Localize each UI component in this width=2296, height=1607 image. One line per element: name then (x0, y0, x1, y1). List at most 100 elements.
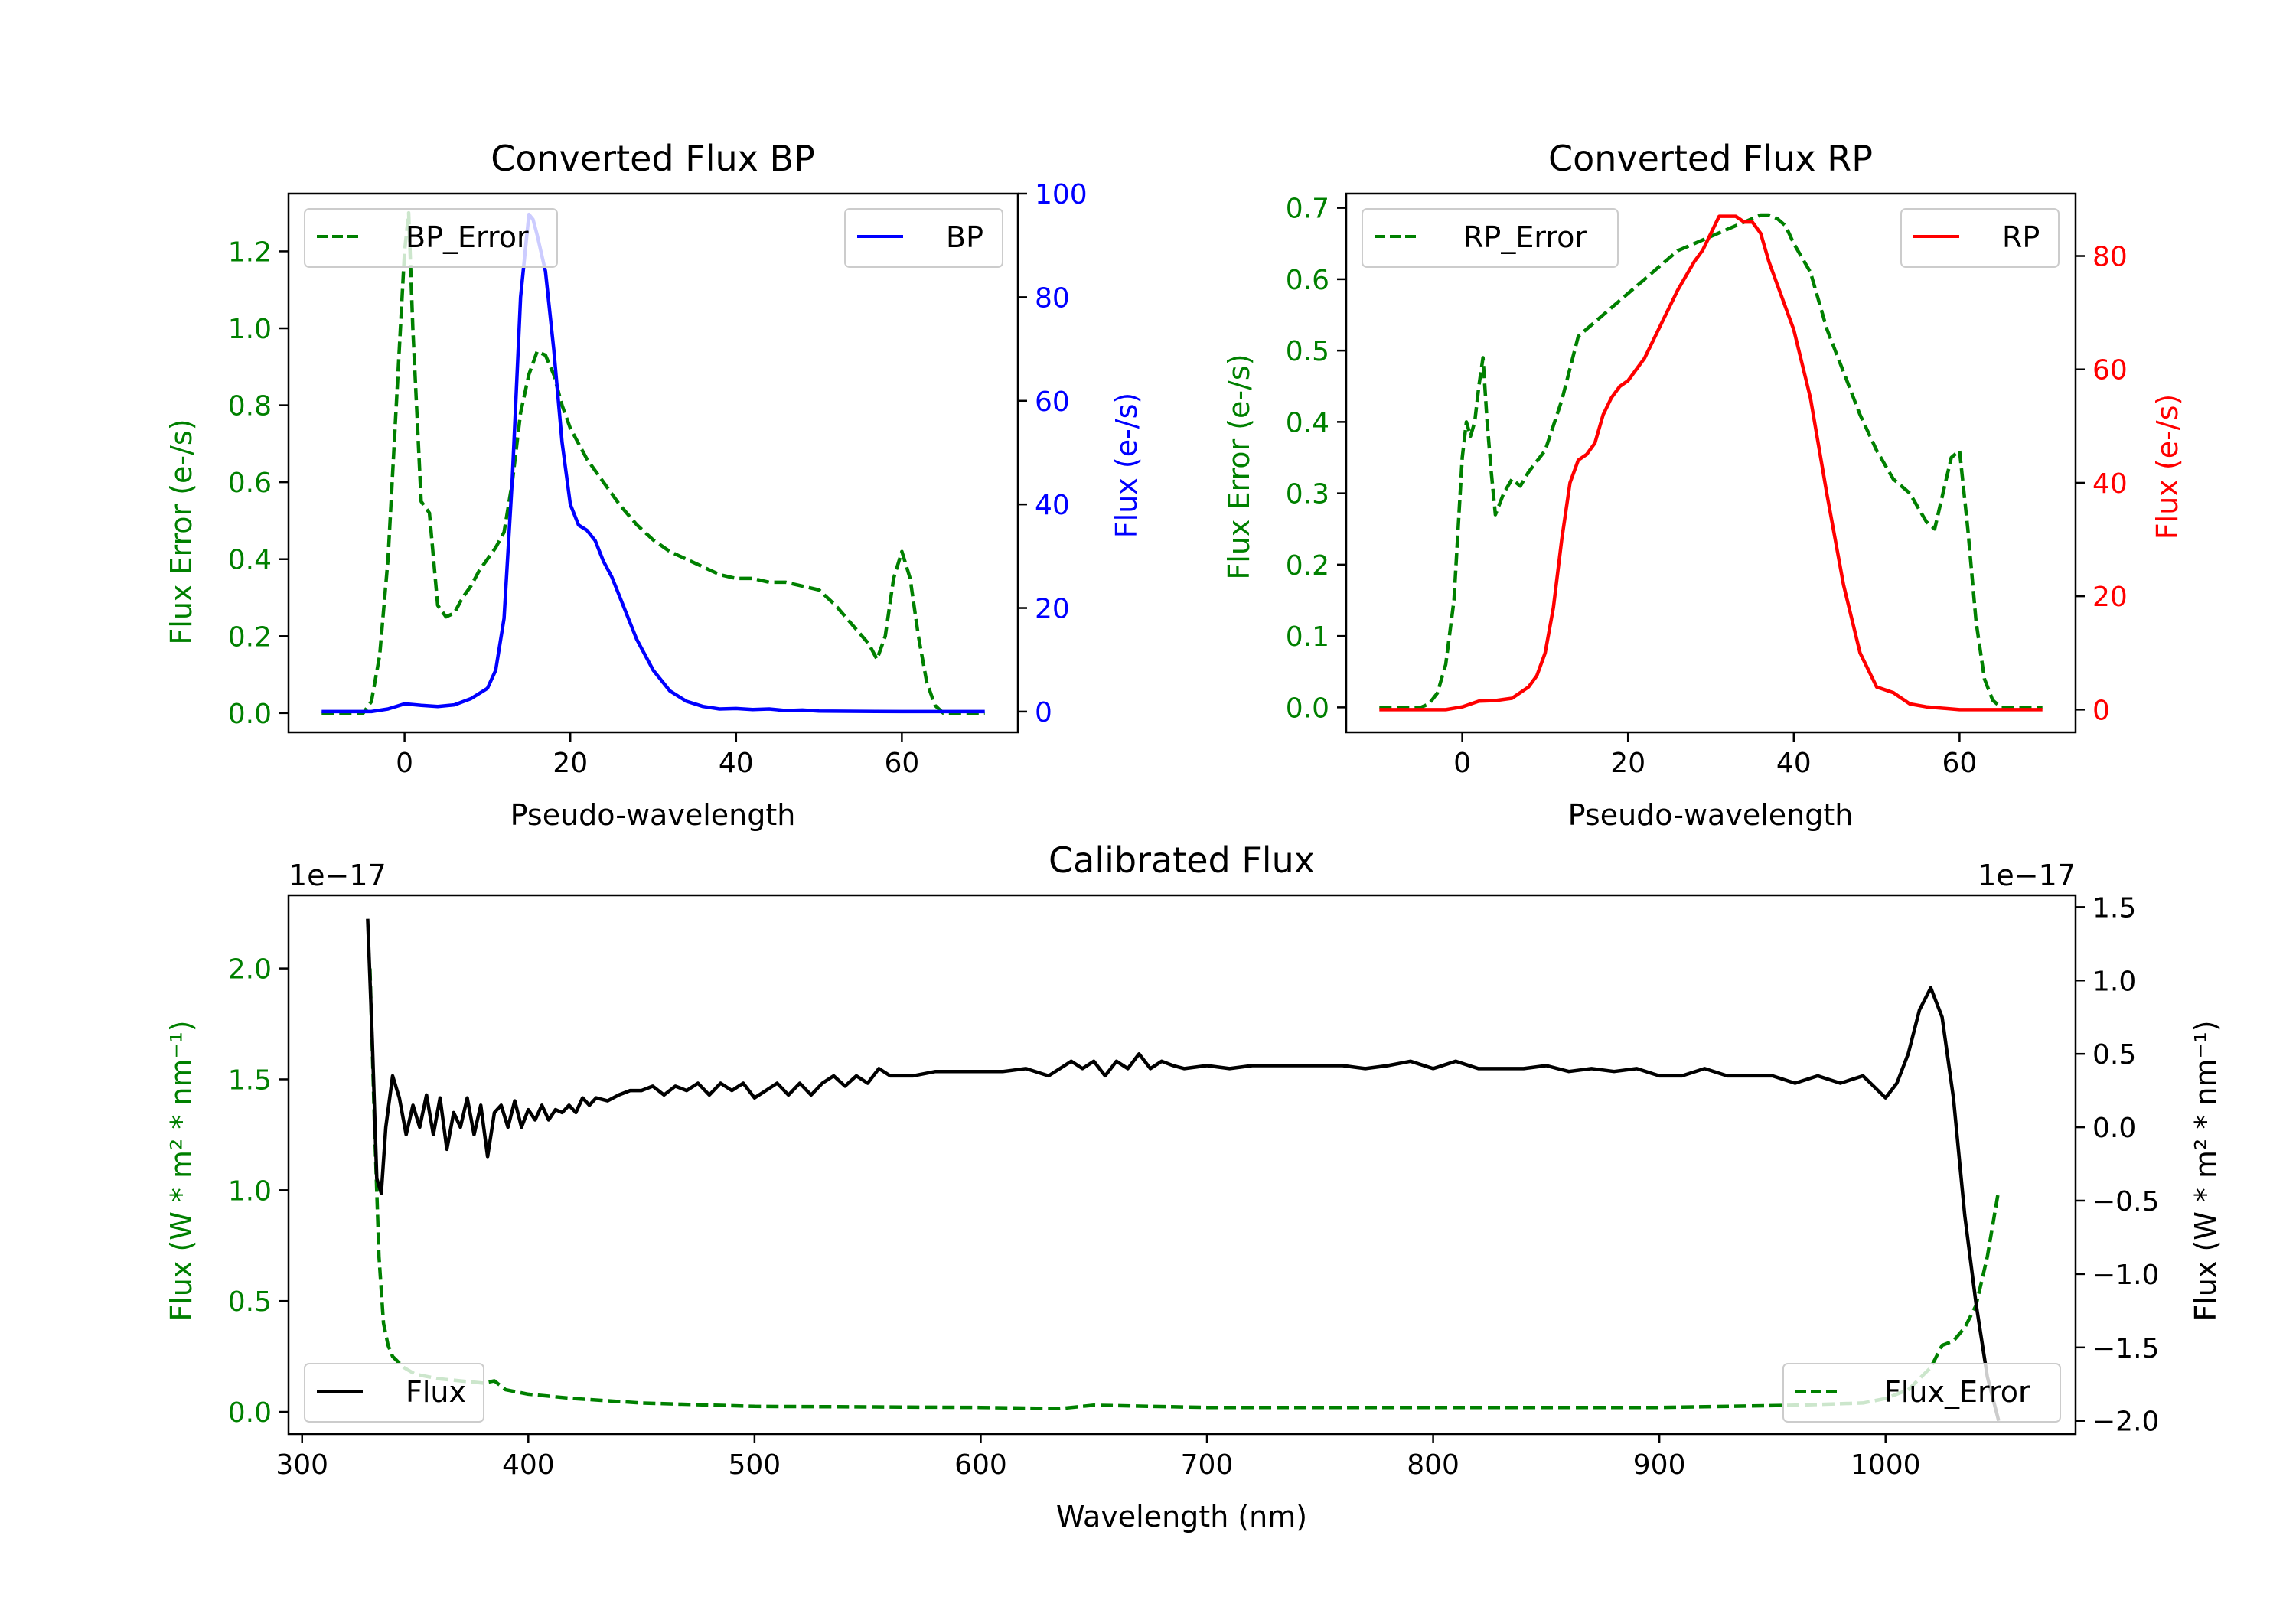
rp-y-left-tick-label: 0.0 (1286, 693, 1329, 724)
bp-y-left-tick-label: 1.0 (228, 314, 272, 345)
rp-y-right-tick-label: 60 (2092, 355, 2128, 386)
bp-x-tick-label: 0 (396, 748, 413, 779)
cal-legend-right-label: Flux_Error (1884, 1375, 2030, 1409)
rp-y-left-tick-label: 0.4 (1286, 407, 1329, 438)
rp-panel: Converted Flux RP Pseudo-wavelength Flux… (1222, 138, 2184, 832)
cal-series-flux-error (368, 968, 2001, 1410)
rp-y-left-tick-label: 0.7 (1286, 194, 1329, 225)
cal-y-right-tick-label: −0.5 (2092, 1186, 2159, 1217)
rp-x-tick-label: 20 (1610, 748, 1645, 779)
rp-series-rp (1379, 214, 2043, 712)
cal-y-left-tick-label: 0.0 (228, 1397, 272, 1429)
bp-y-left-tick-label: 0.0 (228, 699, 272, 730)
rp-y-right-tick-label: 20 (2092, 582, 2128, 613)
cal-y-left-tick-label: 2.0 (228, 954, 272, 986)
cal-legend-left: Flux (304, 1363, 484, 1423)
cal-legend-left-box (304, 1363, 484, 1423)
cal-x-tick-label: 900 (1633, 1449, 1686, 1481)
bp-legend-left-box (304, 208, 558, 268)
bp-y-left-tick-label: 0.2 (228, 621, 272, 653)
bp-y-right-axis-label: Flux (e-/s) (1110, 393, 1143, 538)
bp-y-left-tick-label: 1.2 (228, 236, 272, 268)
bp-series-bp (321, 212, 985, 714)
bp-y-right-tick-label: 40 (1035, 490, 1070, 521)
bp-y-left-tick-label: 0.4 (228, 545, 272, 576)
calibrated-panel: Calibrated Flux Wavelength (nm) Flux (W … (165, 839, 2223, 1534)
cal-y-right-tick-label: −1.5 (2092, 1333, 2159, 1364)
cal-x-tick-label: 300 (276, 1449, 328, 1481)
cal-chart-title: Calibrated Flux (1049, 839, 1315, 881)
rp-y-left-tick-label: 0.6 (1286, 265, 1329, 296)
rp-legend-right: RP (1900, 208, 2060, 268)
rp-legend-left: RP_Error (1362, 208, 1619, 268)
bp-y-right-tick-label: 0 (1035, 697, 1052, 729)
bp-series-bp-error (321, 210, 985, 715)
bp-y-right-tick-label: 60 (1035, 386, 1070, 418)
cal-y-left-tick-label: 1.5 (228, 1064, 272, 1096)
bp-chart-title: Converted Flux BP (491, 138, 815, 179)
cal-y-left-axis-label: Flux (W * m² * nm⁻¹) (165, 1020, 198, 1321)
cal-y-right-axis-label: Flux (W * m² * nm⁻¹) (2189, 1020, 2223, 1321)
rp-y-left-tick-label: 0.3 (1286, 479, 1329, 510)
rp-x-tick-label: 40 (1776, 748, 1812, 779)
cal-legend-left-label: Flux (406, 1375, 466, 1409)
bp-y-left-tick-label: 0.6 (228, 468, 272, 499)
bp-y-left-axis-label: Flux Error (e-/s) (165, 419, 198, 644)
bp-legend-left-label: BP_Error (406, 220, 529, 254)
rp-legend-right-box (1900, 208, 2060, 268)
rp-chart-title: Converted Flux RP (1548, 138, 1873, 179)
bp-x-tick-label: 40 (719, 748, 754, 779)
rp-series-rp-error (1379, 213, 2043, 709)
rp-y-left-tick-label: 0.1 (1286, 621, 1329, 653)
bp-legend-left: BP_Error (304, 208, 558, 268)
rp-y-left-tick-label: 0.5 (1286, 336, 1329, 367)
bp-y-right-tick-label: 100 (1035, 179, 1088, 210)
cal-x-axis-label: Wavelength (nm) (1056, 1500, 1307, 1534)
bp-x-tick-label: 60 (884, 748, 919, 779)
bp-y-right-tick-label: 80 (1035, 282, 1070, 314)
cal-plot-frame (287, 894, 2077, 1436)
rp-y-left-tick-label: 0.2 (1286, 550, 1329, 582)
cal-x-tick-label: 500 (729, 1449, 781, 1481)
cal-y-right-tick-label: 0.5 (2092, 1039, 2136, 1071)
bp-y-left-tick-label: 0.8 (228, 391, 272, 422)
rp-legend-right-label: RP (2002, 220, 2040, 254)
rp-plot-frame (1345, 192, 2077, 734)
cal-x-tick-label: 600 (954, 1449, 1007, 1481)
cal-x-tick-label: 1000 (1851, 1449, 1921, 1481)
cal-y-right-tick-label: −2.0 (2092, 1407, 2159, 1438)
cal-y-right-tick-label: 0.0 (2092, 1113, 2136, 1144)
rp-legend-left-label: RP_Error (1463, 220, 1587, 254)
cal-x-tick-label: 800 (1407, 1449, 1459, 1481)
rp-x-tick-label: 0 (1453, 748, 1471, 779)
rp-x-tick-label: 60 (1942, 748, 1977, 779)
cal-legend-right: Flux_Error (1782, 1363, 2061, 1423)
rp-x-axis-label: Pseudo-wavelength (1568, 798, 1854, 832)
cal-y-left-tick-label: 0.5 (228, 1286, 272, 1318)
bp-legend-right-label: BP (946, 220, 983, 254)
rp-legend-left-box (1362, 208, 1619, 268)
rp-y-right-tick-label: 0 (2092, 695, 2110, 726)
bp-panel: Converted Flux BP Pseudo-wavelength Flux… (165, 138, 1143, 832)
bp-y-right-tick-label: 20 (1035, 594, 1070, 625)
cal-series-flux (366, 918, 2001, 1422)
cal-legend-right-box (1782, 1363, 2061, 1423)
cal-left-offset-text: 1e−17 (289, 859, 386, 892)
bp-legend-right-box (844, 208, 1003, 268)
cal-x-tick-label: 400 (502, 1449, 555, 1481)
cal-y-right-tick-label: 1.0 (2092, 966, 2136, 997)
cal-y-right-tick-label: 1.5 (2092, 892, 2136, 924)
bp-legend-right: BP (844, 208, 1003, 268)
cal-x-tick-label: 700 (1181, 1449, 1234, 1481)
bp-x-tick-label: 20 (553, 748, 588, 779)
bp-plot-frame (287, 192, 1019, 734)
rp-y-right-tick-label: 80 (2092, 242, 2128, 273)
cal-y-left-tick-label: 1.0 (228, 1175, 272, 1207)
cal-y-right-tick-label: −1.0 (2092, 1260, 2159, 1291)
rp-y-right-tick-label: 40 (2092, 468, 2128, 500)
cal-right-offset-text: 1e−17 (1978, 859, 2076, 892)
rp-y-right-axis-label: Flux (e-/s) (2151, 394, 2184, 539)
rp-y-left-axis-label: Flux Error (e-/s) (1222, 354, 1256, 579)
bp-x-axis-label: Pseudo-wavelength (510, 798, 796, 832)
